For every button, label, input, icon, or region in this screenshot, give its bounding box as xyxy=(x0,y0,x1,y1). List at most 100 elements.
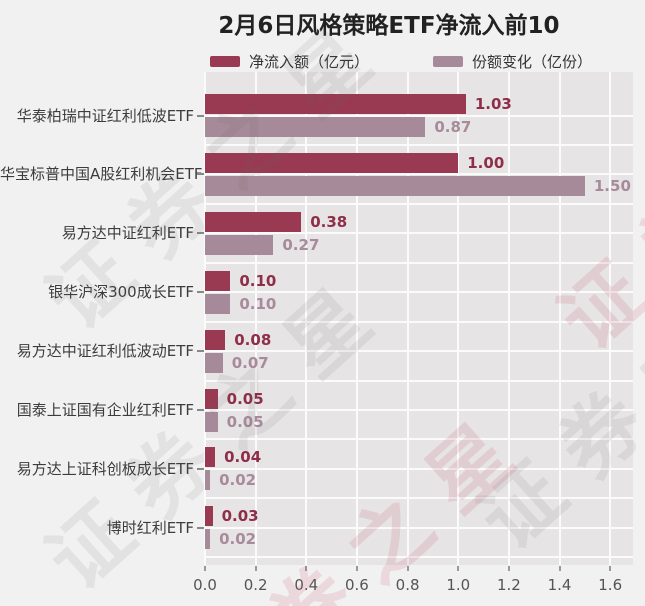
value-label-share-change: 1.50 xyxy=(593,176,631,195)
value-label-net-inflow: 0.05 xyxy=(226,389,264,408)
y-tick-mark xyxy=(197,467,204,470)
y-tick-mark xyxy=(197,291,204,294)
bar-share-change xyxy=(205,175,585,196)
category-label: 银华沪深300成长ETF xyxy=(48,283,194,302)
value-label-share-change: 0.10 xyxy=(239,294,277,313)
legend-swatch-share-change-icon xyxy=(433,56,464,67)
value-label-net-inflow: 0.03 xyxy=(221,507,259,526)
category-label: 国泰上证国有企业红利ETF xyxy=(16,401,194,419)
legend-item-net-inflow: 净流入额（亿元） xyxy=(210,51,369,72)
x-tick-label: 0.2 xyxy=(243,576,268,594)
value-label-share-change: 0.02 xyxy=(219,471,257,490)
vertical-gridline xyxy=(254,72,257,565)
y-tick-mark xyxy=(197,114,204,117)
horizontal-gridline xyxy=(205,232,633,235)
value-label-net-inflow: 0.04 xyxy=(224,448,262,467)
bar-net-inflow xyxy=(205,506,213,527)
horizontal-gridline xyxy=(205,202,633,205)
bar-share-change xyxy=(205,411,218,432)
chart-title: 2月6日风格策略ETF净流入前10 xyxy=(218,13,560,39)
bar-share-change xyxy=(205,293,231,314)
bar-share-change xyxy=(205,470,211,491)
x-tick-label: 1.0 xyxy=(446,576,471,594)
category-label: 华泰柏瑞中证红利低波ETF xyxy=(16,106,194,125)
y-tick-mark xyxy=(197,526,204,529)
legend-label-share-change: 份额变化（亿份） xyxy=(472,53,593,71)
value-label-share-change: 0.27 xyxy=(282,235,320,254)
vertical-gridline xyxy=(204,72,206,565)
vertical-gridline xyxy=(507,72,510,565)
y-tick-mark xyxy=(197,173,204,176)
horizontal-gridline xyxy=(205,409,633,411)
x-tick-mark xyxy=(204,566,206,571)
x-tick-mark xyxy=(355,566,358,571)
vertical-gridline xyxy=(355,72,358,565)
horizontal-gridline xyxy=(205,497,633,500)
bar-share-change xyxy=(205,529,211,550)
bar-share-change xyxy=(205,234,274,255)
value-label-net-inflow: 0.10 xyxy=(239,271,277,290)
x-tick-label: 0.8 xyxy=(395,576,420,594)
x-tick-mark xyxy=(457,566,460,571)
value-label-share-change: 0.87 xyxy=(434,118,472,136)
bar-net-inflow xyxy=(205,94,466,114)
bar-net-inflow xyxy=(205,211,302,232)
legend-swatch-net-inflow-icon xyxy=(210,56,240,67)
legend: 净流入额（亿元） 份额变化（亿份） xyxy=(210,51,592,72)
x-tick-mark xyxy=(609,566,612,571)
horizontal-gridline xyxy=(205,320,633,323)
y-tick-mark xyxy=(197,232,204,235)
horizontal-gridline xyxy=(205,261,633,264)
x-tick-mark xyxy=(305,566,308,571)
category-label: 易方达上证科创板成长ETF xyxy=(16,459,194,478)
bar-net-inflow xyxy=(205,329,226,350)
horizontal-gridline xyxy=(205,114,633,117)
vertical-gridline xyxy=(406,72,409,565)
vertical-gridline xyxy=(457,72,460,565)
value-label-share-change: 0.05 xyxy=(226,412,264,431)
x-tick-mark xyxy=(254,566,257,571)
x-tick-mark xyxy=(406,566,409,571)
vertical-gridline xyxy=(558,72,561,565)
value-label-net-inflow: 0.38 xyxy=(310,212,348,231)
bar-net-inflow xyxy=(205,152,459,173)
bar-net-inflow xyxy=(205,270,231,291)
horizontal-gridline xyxy=(205,143,633,146)
horizontal-gridline xyxy=(205,173,633,176)
value-label-share-change: 0.07 xyxy=(231,353,269,372)
x-tick-label: 0.6 xyxy=(345,576,369,594)
legend-label-net-inflow: 净流入额（亿元） xyxy=(249,53,370,71)
horizontal-gridline xyxy=(205,526,633,529)
x-tick-label: 0.4 xyxy=(294,576,319,594)
y-tick-mark xyxy=(197,350,204,353)
legend-item-share-change: 份额变化（亿份） xyxy=(433,51,592,72)
x-tick-label: 1.4 xyxy=(547,576,572,594)
category-label: 易方达中证红利ETF xyxy=(61,224,194,243)
value-label-share-change: 0.02 xyxy=(219,530,257,549)
bar-net-inflow xyxy=(205,447,216,468)
horizontal-gridline xyxy=(205,556,633,559)
x-tick-mark xyxy=(558,566,561,571)
x-tick-label: 1.6 xyxy=(598,576,623,594)
x-tick-label: 0.0 xyxy=(193,576,217,594)
vertical-gridline xyxy=(609,72,612,565)
horizontal-gridline xyxy=(205,350,633,353)
bar-share-change xyxy=(205,352,223,373)
value-label-net-inflow: 1.03 xyxy=(474,95,512,113)
plot-area: 1.03 0.87 1.00 1.50 0.38 0.27 0.10 0.10 0.08 0.07… xyxy=(204,72,633,565)
horizontal-gridline xyxy=(205,467,633,470)
horizontal-gridline xyxy=(205,438,633,441)
y-tick-mark xyxy=(197,409,204,411)
bar-net-inflow xyxy=(205,388,218,409)
bar-share-change xyxy=(205,117,426,137)
category-label: 博时红利ETF xyxy=(106,518,194,537)
value-label-net-inflow: 1.00 xyxy=(467,153,505,172)
vertical-gridline xyxy=(305,72,308,565)
x-tick-label: 1.2 xyxy=(496,576,521,594)
horizontal-gridline xyxy=(205,291,633,294)
category-label: 华宝标普中国A股红利机会ETF xyxy=(0,165,203,184)
value-label-net-inflow: 0.08 xyxy=(234,330,272,349)
x-tick-mark xyxy=(507,566,510,571)
category-label: 易方达中证红利低波动ETF xyxy=(16,342,194,361)
